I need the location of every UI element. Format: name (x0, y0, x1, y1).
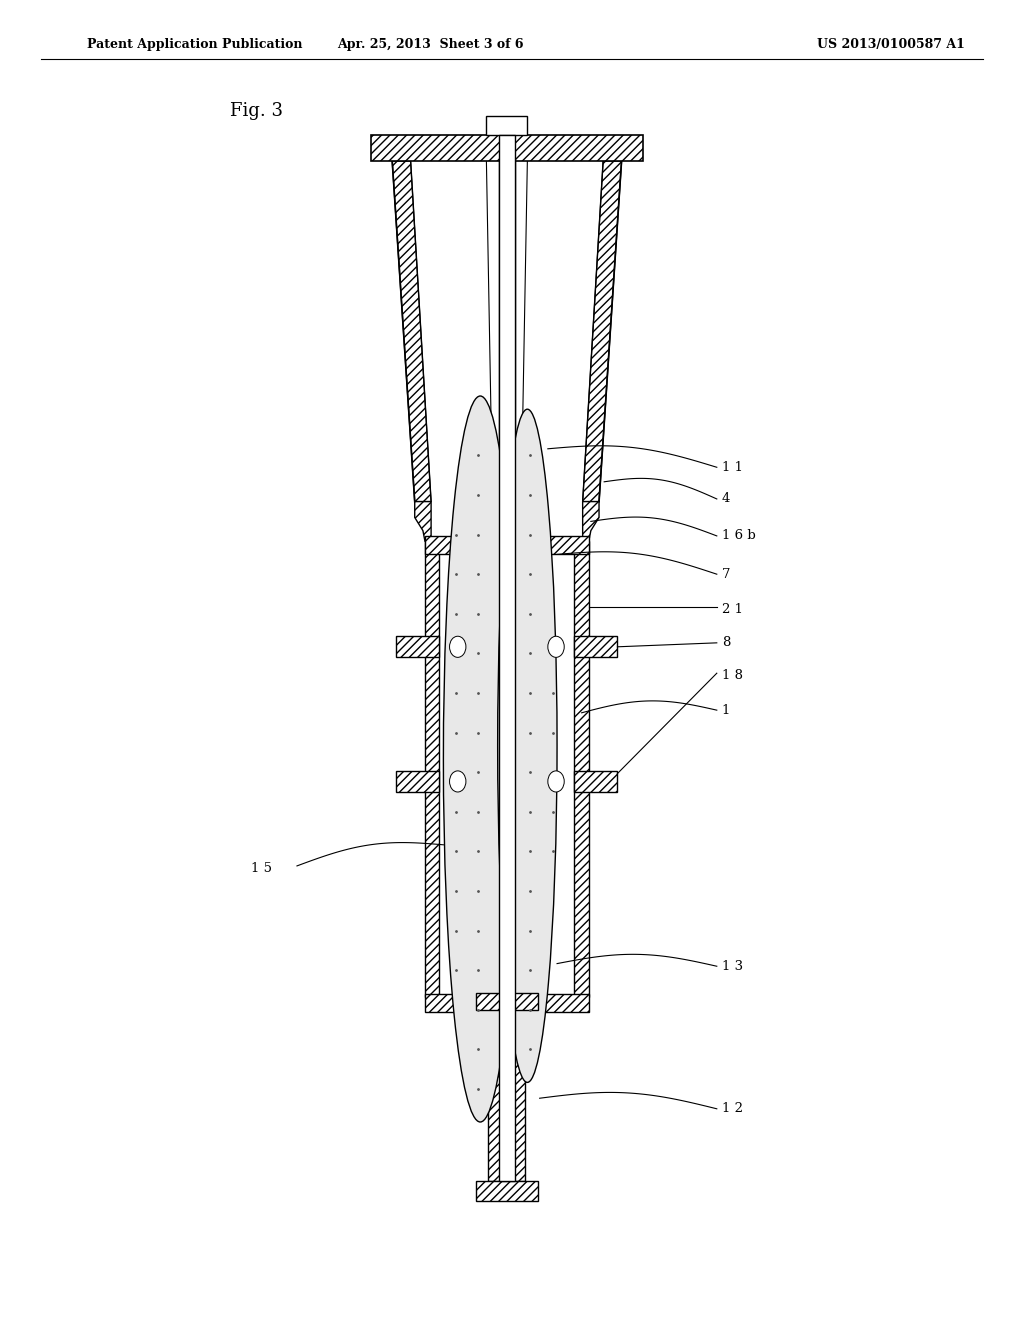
Text: 4: 4 (722, 492, 730, 506)
Ellipse shape (443, 396, 517, 1122)
Bar (499, 135, 515, 1181)
Text: 1 2: 1 2 (722, 1102, 743, 1115)
Polygon shape (583, 161, 622, 502)
Text: 1 6 b: 1 6 b (722, 529, 756, 543)
Bar (476, 1181, 538, 1201)
Text: 2 1: 2 1 (722, 603, 743, 616)
Text: US 2013/0100587 A1: US 2013/0100587 A1 (817, 38, 965, 51)
Bar (574, 636, 617, 657)
Polygon shape (521, 161, 603, 502)
Bar (425, 541, 439, 997)
Polygon shape (583, 502, 599, 541)
Bar (425, 994, 589, 1012)
Bar (371, 135, 643, 161)
Bar (396, 771, 439, 792)
Text: 8: 8 (722, 636, 730, 649)
Text: Apr. 25, 2013  Sheet 3 of 6: Apr. 25, 2013 Sheet 3 of 6 (337, 38, 523, 51)
Text: Patent Application Publication: Patent Application Publication (87, 38, 302, 51)
Text: 1 3: 1 3 (722, 960, 743, 973)
Circle shape (548, 771, 564, 792)
Bar (476, 993, 538, 1010)
Text: 1 8: 1 8 (722, 669, 743, 682)
Bar (396, 636, 439, 657)
Bar (499, 135, 515, 1181)
Circle shape (548, 636, 564, 657)
Circle shape (450, 771, 466, 792)
Ellipse shape (498, 409, 557, 1082)
Bar (486, 116, 527, 135)
Bar (574, 541, 589, 997)
Text: 1 5: 1 5 (251, 862, 272, 875)
Bar (574, 771, 617, 792)
Circle shape (450, 636, 466, 657)
Polygon shape (392, 161, 431, 502)
Bar (501, 389, 513, 436)
Bar (502, 383, 512, 1122)
Text: 7: 7 (722, 568, 730, 581)
Bar (488, 997, 525, 1181)
Polygon shape (415, 502, 431, 541)
Polygon shape (411, 161, 493, 502)
Bar (425, 536, 589, 554)
Text: 1 1: 1 1 (722, 461, 743, 474)
Text: 1: 1 (722, 704, 730, 717)
Text: Fig. 3: Fig. 3 (230, 102, 284, 120)
